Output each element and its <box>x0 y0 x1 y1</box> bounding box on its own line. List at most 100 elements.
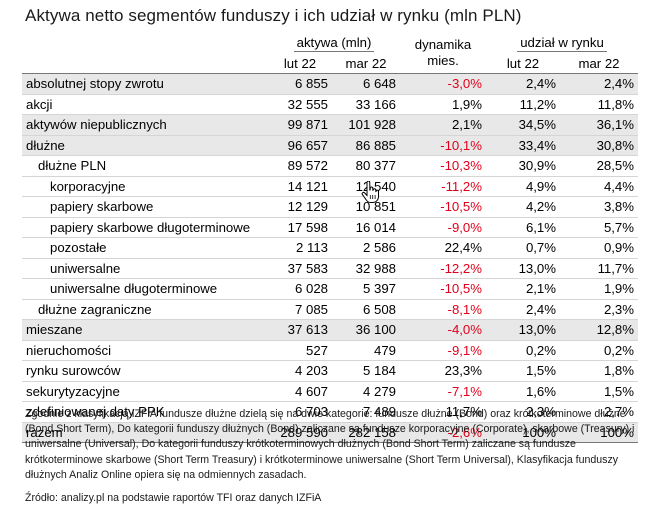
table-row: zdefiniowanej daty PPK 6 703 7 489 11,7% 2,3… <box>22 401 638 423</box>
share-mar-cell: 11,8% <box>560 94 638 115</box>
row-label: sekurytyzacyjne <box>22 381 268 402</box>
table-row: aktywów niepublicznych 99 871 101 928 2,1% 3… <box>22 114 638 136</box>
table-row: korporacyjne 14 121 12 540 -11,2% 4,9% 4,4% <box>22 176 638 197</box>
table-row: dłużne 96 657 86 885 -10,1% 33,4% 30,8% <box>22 135 638 156</box>
header-col-share-mar: mar 22 <box>560 54 638 74</box>
share-mar-cell: 100% <box>560 422 638 443</box>
assets-lut-cell: 2 113 <box>268 237 332 259</box>
assets-lut-cell: 4 203 <box>268 360 332 382</box>
share-mar-cell: 1,9% <box>560 278 638 300</box>
header-col-lut: lut 22 <box>268 54 332 74</box>
share-mar-cell: 2,3% <box>560 299 638 320</box>
assets-lut-cell: 32 555 <box>268 94 332 115</box>
share-lut-cell: 13,0% <box>486 258 560 279</box>
row-label: uniwersalne <box>22 258 268 279</box>
assets-mar-cell: 86 885 <box>332 135 400 156</box>
share-mar-cell: 30,8% <box>560 135 638 156</box>
row-label: absolutnej stopy zwrotu <box>22 73 268 95</box>
row-label: korporacyjne <box>22 176 268 197</box>
page-title: Aktywa netto segmentów funduszy i ich ud… <box>25 6 522 25</box>
dynamics-cell: -2,6% <box>400 422 486 443</box>
dynamics-cell: -9,1% <box>400 340 486 361</box>
assets-lut-cell: 527 <box>268 340 332 361</box>
share-mar-cell: 0,2% <box>560 340 638 361</box>
dynamics-cell: -10,5% <box>400 278 486 300</box>
table-row: razem 289 590 282 158 -2,6% 100% 100% <box>22 422 638 443</box>
assets-lut-cell: 7 085 <box>268 299 332 320</box>
table-row: absolutnej stopy zwrotu 6 855 6 648 -3,0% 2,… <box>22 73 638 95</box>
assets-lut-cell: 96 657 <box>268 135 332 156</box>
dynamics-cell: -8,1% <box>400 299 486 320</box>
assets-mar-cell: 33 166 <box>332 94 400 115</box>
share-lut-cell: 6,1% <box>486 217 560 238</box>
table-row: akcji 32 555 33 166 1,9% 11,2% 11,8% <box>22 94 638 115</box>
share-lut-cell: 33,4% <box>486 135 560 156</box>
assets-lut-cell: 14 121 <box>268 176 332 197</box>
dynamics-cell: -11,2% <box>400 176 486 197</box>
share-mar-cell: 11,7% <box>560 258 638 279</box>
dynamics-cell: -9,0% <box>400 217 486 238</box>
table-row: uniwersalne długoterminowe 6 028 5 397 -10,… <box>22 278 638 300</box>
assets-lut-cell: 6 855 <box>268 73 332 95</box>
header-assets-group: aktywa (mln) <box>268 32 400 54</box>
hand-pointer-icon <box>361 181 379 203</box>
assets-mar-cell: 16 014 <box>332 217 400 238</box>
row-label: dłużne zagraniczne <box>22 299 268 320</box>
table-row: sekurytyzacyjne 4 607 4 279 -7,1% 1,6% 1,5% <box>22 381 638 402</box>
row-label: aktywów niepublicznych <box>22 114 268 136</box>
row-label: razem <box>22 422 268 443</box>
table-row: uniwersalne 37 583 32 988 -12,2% 13,0% 11,7% <box>22 258 638 279</box>
dynamics-cell: 11,7% <box>400 401 486 423</box>
assets-mar-cell: 6 508 <box>332 299 400 320</box>
dynamics-cell: -12,2% <box>400 258 486 279</box>
header-dynamics: dynamika mies. <box>400 32 486 74</box>
table-row: mieszane 37 613 36 100 -4,0% 13,0% 12,8% <box>22 319 638 341</box>
assets-lut-cell: 6 028 <box>268 278 332 300</box>
assets-lut-cell: 99 871 <box>268 114 332 136</box>
assets-lut-cell: 289 590 <box>268 422 332 443</box>
assets-mar-cell: 101 928 <box>332 114 400 136</box>
table-row: rynku surowców 4 203 5 184 23,3% 1,5% 1,8% <box>22 360 638 382</box>
dynamics-cell: -4,0% <box>400 319 486 341</box>
share-lut-cell: 2,4% <box>486 73 560 95</box>
dynamics-cell: 1,9% <box>400 94 486 115</box>
assets-mar-cell: 5 184 <box>332 360 400 382</box>
table-row: dłużne PLN 89 572 80 377 -10,3% 30,9% 28,5% <box>22 155 638 177</box>
row-label: pozostałe <box>22 237 268 259</box>
share-mar-cell: 5,7% <box>560 217 638 238</box>
assets-mar-cell: 4 279 <box>332 381 400 402</box>
header-col-mar: mar 22 <box>332 54 400 74</box>
table-row: nieruchomości 527 479 -9,1% 0,2% 0,2% <box>22 340 638 361</box>
share-lut-cell: 1,6% <box>486 381 560 402</box>
classification-note: Zgodnie z klasyfikacją IZFiA fundusze dł… <box>25 408 635 481</box>
share-mar-cell: 28,5% <box>560 155 638 177</box>
assets-mar-cell: 2 586 <box>332 237 400 259</box>
share-lut-cell: 30,9% <box>486 155 560 177</box>
dynamics-cell: -10,3% <box>400 155 486 177</box>
assets-lut-cell: 4 607 <box>268 381 332 402</box>
share-lut-cell: 34,5% <box>486 114 560 136</box>
table-row: pozostałe 2 113 2 586 22,4% 0,7% 0,9% <box>22 237 638 259</box>
share-lut-cell: 4,2% <box>486 196 560 218</box>
share-lut-cell: 2,3% <box>486 401 560 423</box>
share-lut-cell: 0,7% <box>486 237 560 259</box>
share-lut-cell: 13,0% <box>486 319 560 341</box>
row-label: zdefiniowanej daty PPK <box>22 401 268 423</box>
dynamics-cell: -7,1% <box>400 381 486 402</box>
header-col-share-lut: lut 22 <box>486 54 560 74</box>
row-label: akcji <box>22 94 268 115</box>
table-row: dłużne zagraniczne 7 085 6 508 -8,1% 2,4% 2,3… <box>22 299 638 320</box>
assets-mar-cell: 5 397 <box>332 278 400 300</box>
row-label: nieruchomości <box>22 340 268 361</box>
source-note: Źródło: analizy.pl na podstawie raportów… <box>25 492 322 504</box>
dynamics-cell: -10,5% <box>400 196 486 218</box>
row-label: rynku surowców <box>22 360 268 382</box>
row-label: papiery skarbowe długoterminowe <box>22 217 268 238</box>
share-mar-cell: 2,7% <box>560 401 638 423</box>
assets-mar-cell: 6 648 <box>332 73 400 95</box>
share-mar-cell: 1,5% <box>560 381 638 402</box>
share-lut-cell: 11,2% <box>486 94 560 115</box>
assets-mar-cell: 32 988 <box>332 258 400 279</box>
assets-mar-cell: 282 158 <box>332 422 400 443</box>
share-lut-cell: 0,2% <box>486 340 560 361</box>
